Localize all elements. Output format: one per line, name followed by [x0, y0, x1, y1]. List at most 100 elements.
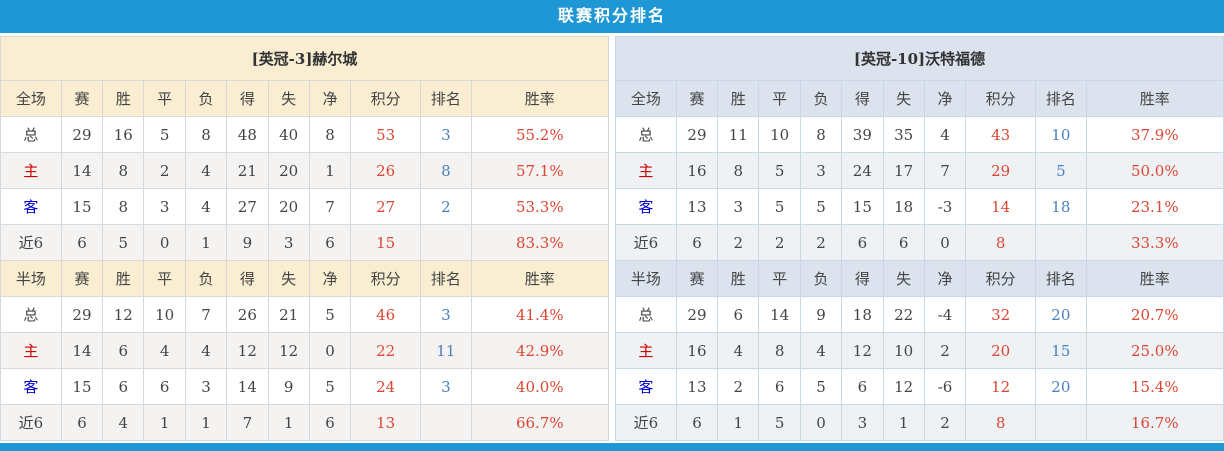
stat-value: 4 [184, 332, 228, 369]
column-header: 胜率 [1085, 260, 1224, 297]
stat-value: 12 [882, 368, 925, 405]
stat-value: 2 [758, 224, 801, 261]
column-header: 胜率 [470, 80, 610, 117]
column-header: 平 [143, 260, 186, 297]
column-header: 积分 [350, 260, 422, 297]
stat-value: 9 [799, 296, 843, 333]
stat-value: 16 [675, 332, 719, 369]
stat-value: 6 [308, 224, 352, 261]
stat-value: 15 [60, 188, 104, 225]
column-header: 负 [799, 260, 843, 297]
stat-value: 6 [102, 368, 145, 405]
points-value: 29 [965, 152, 1037, 189]
column-header: 赛 [675, 80, 719, 117]
rank-value: 10 [1035, 116, 1087, 153]
row-label: 总 [615, 296, 677, 333]
stat-value: 4 [184, 188, 228, 225]
stat-value: 6 [143, 368, 186, 405]
column-header: 排名 [420, 260, 472, 297]
stat-value: 2 [717, 224, 760, 261]
table-row: 近6 6 4 1 1 7 1 6 13 66.7% [0, 404, 610, 441]
win-rate-value: 50.0% [1085, 152, 1224, 189]
stat-value: 5 [758, 188, 801, 225]
stat-value: 8 [102, 188, 145, 225]
points-value: 12 [965, 368, 1037, 405]
stat-value: 5 [758, 152, 801, 189]
points-value: 15 [350, 224, 422, 261]
stat-value: 1 [717, 404, 760, 441]
stat-value: 3 [143, 188, 186, 225]
stat-value: 27 [226, 188, 269, 225]
stat-value: 6 [841, 224, 884, 261]
stat-value: 29 [60, 116, 104, 153]
page-title: 联赛积分排名 [0, 0, 1224, 33]
table-row: 主 14 6 4 4 12 12 0 22 11 42.9% [0, 332, 610, 369]
column-header: 胜 [717, 80, 760, 117]
stat-value: 21 [226, 152, 269, 189]
stat-value: 8 [717, 152, 760, 189]
points-value: 8 [965, 404, 1037, 441]
points-value: 32 [965, 296, 1037, 333]
row-label: 总 [615, 116, 677, 153]
section-header-row: 全场赛胜平负得失净积分 排名 胜率 [0, 80, 610, 117]
row-label: 近6 [0, 224, 62, 261]
stat-value: 1 [184, 404, 228, 441]
column-header: 积分 [965, 80, 1037, 117]
stat-value: 5 [758, 404, 801, 441]
stat-value: 8 [758, 332, 801, 369]
win-rate-value: 53.3% [470, 188, 610, 225]
team-table-left: [英冠-3]赫尔城 全场赛胜平负得失净积分 排名 胜率总 29 16 5 8 48 40 8 53 3… [0, 36, 610, 441]
stat-value: 4 [102, 404, 145, 441]
stat-value: 14 [758, 296, 801, 333]
stats-table-left: 全场赛胜平负得失净积分 排名 胜率总 29 16 5 8 48 40 8 53 3 55.2% 主 14 8 2… [0, 80, 610, 441]
stat-value: 13 [675, 368, 719, 405]
rank-value [420, 404, 472, 441]
column-header: 排名 [1035, 80, 1087, 117]
rank-value: 2 [420, 188, 472, 225]
win-rate-value: 37.9% [1085, 116, 1224, 153]
column-header: 失 [267, 80, 310, 117]
column-header: 得 [226, 80, 269, 117]
win-rate-value: 55.2% [470, 116, 610, 153]
stat-value: 4 [184, 152, 228, 189]
stat-value: 5 [799, 368, 843, 405]
stat-value: 29 [675, 296, 719, 333]
column-header: 排名 [1035, 260, 1087, 297]
stat-value: 5 [308, 296, 352, 333]
section-label: 全场 [615, 80, 677, 117]
team-table-right: [英冠-10]沃特福德 全场赛胜平负得失净积分 排名 胜率总 29 11 10 8 39 35 4… [615, 36, 1224, 441]
stat-value: 11 [717, 116, 760, 153]
stat-value: 8 [102, 152, 145, 189]
table-row: 客 15 6 6 3 14 9 5 24 3 40.0% [0, 368, 610, 405]
rank-value: 3 [420, 368, 472, 405]
stat-value: 3 [799, 152, 843, 189]
win-rate-value: 57.1% [470, 152, 610, 189]
table-row: 主 16 4 8 4 12 10 2 20 15 25.0% [615, 332, 1224, 369]
stat-value: 10 [758, 116, 801, 153]
stat-value: 6 [882, 224, 925, 261]
stat-value: 2 [143, 152, 186, 189]
stat-value: 4 [143, 332, 186, 369]
column-header: 负 [184, 260, 228, 297]
stat-value: 9 [267, 368, 310, 405]
points-value: 13 [350, 404, 422, 441]
stat-value: 20 [267, 152, 310, 189]
stat-value: 2 [923, 332, 967, 369]
points-value: 20 [965, 332, 1037, 369]
stat-value: 8 [184, 116, 228, 153]
stat-value: 29 [60, 296, 104, 333]
row-label: 近6 [0, 404, 62, 441]
stat-value: 6 [758, 368, 801, 405]
stat-value: 14 [60, 152, 104, 189]
points-value: 43 [965, 116, 1037, 153]
column-header: 得 [226, 260, 269, 297]
table-row: 总 29 12 10 7 26 21 5 46 3 41.4% [0, 296, 610, 333]
stat-value: 12 [102, 296, 145, 333]
stat-value: 21 [267, 296, 310, 333]
row-label: 客 [615, 188, 677, 225]
row-label: 近6 [615, 224, 677, 261]
win-rate-value: 40.0% [470, 368, 610, 405]
win-rate-value: 20.7% [1085, 296, 1224, 333]
stat-value: 7 [184, 296, 228, 333]
team-name-left: [英冠-3]赫尔城 [0, 36, 609, 80]
